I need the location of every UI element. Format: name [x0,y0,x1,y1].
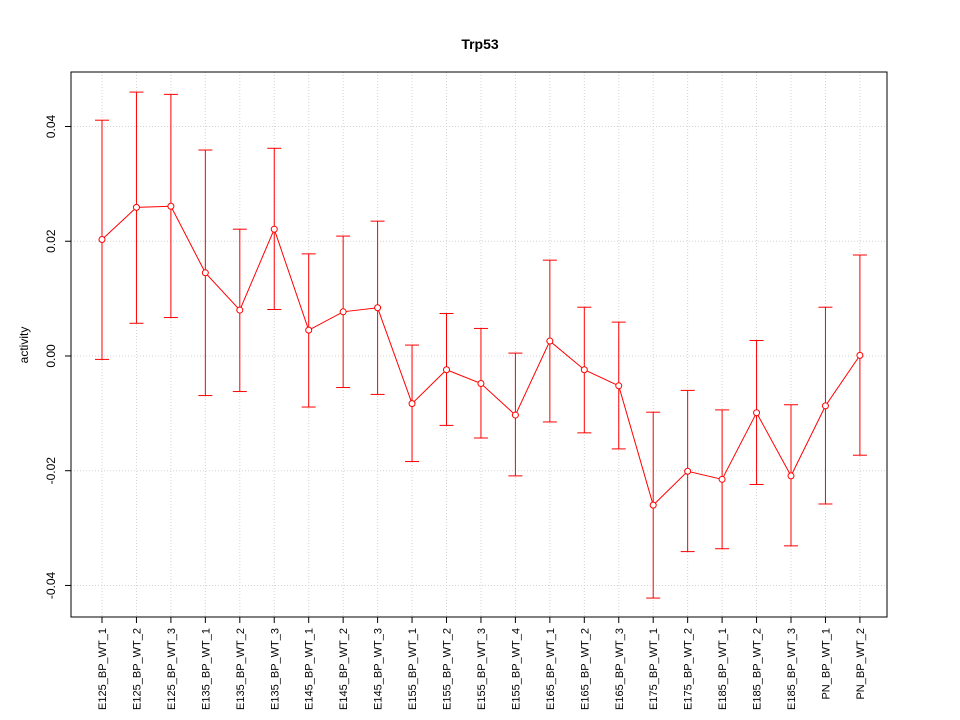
x-tick-label: E175_BP_WT_2 [683,628,695,710]
data-point [546,337,554,345]
x-tick-label: E185_BP_WT_1 [717,628,729,710]
data-point [821,402,829,410]
y-tick-label: -0.02 [44,457,58,485]
y-axis-label: activity [17,327,31,364]
data-point [753,409,761,417]
x-tick-label: E165_BP_WT_2 [579,628,591,710]
data-point [443,366,450,374]
y-tick-label: 0.04 [44,114,58,138]
x-tick-label: PN_BP_WT_2 [855,628,867,700]
x-tick-label: E135_BP_WT_3 [269,628,281,710]
x-tick-label: E165_BP_WT_1 [545,628,557,710]
x-tick-label: E125_BP_WT_1 [97,628,109,710]
data-point [201,269,209,277]
x-tick-label: E145_BP_WT_1 [304,628,316,710]
data-point [408,400,416,408]
data-point [167,202,175,210]
x-tick-label: E135_BP_WT_2 [235,628,247,710]
y-tick-label: 0.00 [44,344,58,368]
data-point [270,225,278,233]
x-tick-label: E155_BP_WT_1 [407,628,419,710]
x-tick-label: E165_BP_WT_3 [614,628,626,710]
x-tick-label: E175_BP_WT_1 [648,628,660,710]
y-axis: -0.04 -0.02 0.00 0.02 0.04 [44,114,71,599]
x-tick-label: E185_BP_WT_3 [786,628,798,710]
data-point [236,306,244,314]
x-tick-label: E185_BP_WT_2 [752,628,764,710]
x-tick-label: E155_BP_WT_3 [476,628,488,710]
y-tick-label: 0.02 [44,229,58,253]
data-point [580,366,588,374]
x-tick-label: PN_BP_WT_1 [820,628,832,700]
data-point [511,411,519,419]
data-point [132,203,140,211]
data-point [615,382,623,390]
x-tick-label: E125_BP_WT_3 [166,628,178,710]
x-tick-label: E155_BP_WT_4 [510,628,522,710]
x-tick-label: E135_BP_WT_1 [200,628,212,710]
data-point [718,475,726,483]
data-point [477,380,485,388]
grid [71,72,887,617]
data-point [787,472,795,480]
x-tick-label: E145_BP_WT_3 [373,628,385,710]
data-point [856,351,864,359]
y-tick-label: -0.04 [44,571,58,599]
series-layer [95,91,867,599]
chart-title: Trp53 [461,36,499,52]
x-tick-label: E155_BP_WT_2 [442,628,454,710]
data-point [305,326,313,334]
plot-frame [70,71,888,618]
x-tick-label: E145_BP_WT_2 [338,628,350,710]
data-point [98,236,106,244]
x-axis: E125_BP_WT_1 E125_BP_WT_2 E125_BP_WT_3 E135… [97,617,867,710]
data-point [339,308,347,316]
data-point [374,304,382,312]
data-point [684,467,692,475]
x-tick-label: E125_BP_WT_2 [131,628,143,710]
data-point [649,501,657,509]
